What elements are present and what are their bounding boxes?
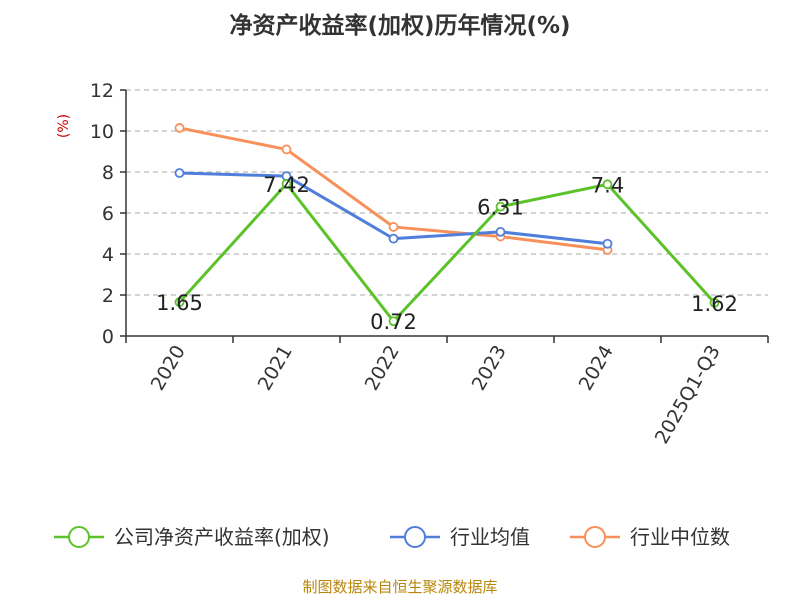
y-tick-label-6: 6 [102,203,114,225]
series-1-point-2023[interactable] [495,226,506,237]
data-labels: 1.65 7.42 0.72 6.31 7.4 1.62 [156,173,738,334]
data-label-2023: 6.31 [477,196,524,220]
series-2-point-2022[interactable] [388,222,399,232]
y-tick-label-8: 8 [102,162,114,184]
x-tick-label-2022: 2022 [361,342,404,395]
legend-label-1: 行业均值 [450,525,530,549]
series-group [174,123,720,327]
y-tick-label-12: 12 [90,80,114,102]
data-label-2020: 1.65 [156,291,203,315]
legend-item-1[interactable]: 行业均值 [390,525,530,549]
legend-swatch-marker-0 [68,526,90,548]
series-0-point-2022[interactable] [388,316,399,327]
y-tick-label-2: 2 [102,285,114,307]
legend-swatch-marker-1 [404,526,426,548]
data-label-2025Q1-Q3: 1.62 [691,292,738,316]
y-tick-label-4: 4 [102,244,114,266]
axes: 0 2 4 6 8 10 12 2020 2021 2022 2023 2024 2025Q1-Q3 [90,80,769,448]
legend-item-2[interactable]: 行业中位数 [570,525,730,549]
series-0-point-2025Q1-Q3[interactable] [709,297,720,308]
y-axis-label: (%) [56,114,72,138]
legend-label-2: 行业中位数 [630,525,730,549]
legend-swatch-marker-2 [584,526,606,548]
data-label-2021: 7.42 [263,173,310,197]
series-0-point-2023[interactable] [495,201,506,212]
legend-item-0[interactable]: 公司净资产收益率(加权) [54,525,330,549]
x-tick-label-2021: 2021 [254,342,297,395]
y-tick-label-0: 0 [102,326,114,348]
series-0-point-2024[interactable] [602,179,613,190]
series-0-point-2021[interactable] [281,178,292,189]
series-1-point-2022[interactable] [388,233,399,244]
series-1-point-2024[interactable] [602,238,613,249]
x-tick-label-2025Q1-Q3: 2025Q1-Q3 [651,342,725,448]
legend-label-0: 公司净资产收益率(加权) [114,525,330,549]
series-2-point-2021[interactable] [281,144,292,155]
y-tick-label-10: 10 [90,121,114,143]
x-tick-label-2024: 2024 [575,342,618,395]
series-2-point-2020[interactable] [174,123,185,133]
series-line-0 [178,182,716,323]
x-tick-label-2020: 2020 [147,342,190,395]
legend[interactable]: 公司净资产收益率(加权) 行业均值 行业中位数 [54,525,730,549]
series-0-point-2020[interactable] [174,297,185,308]
grid-lines [126,89,768,296]
series-1-point-2020[interactable] [174,168,185,178]
chart-title: 净资产收益率(加权)历年情况(%) [229,12,570,39]
data-label-2022: 0.72 [370,310,417,334]
x-tick-label-2023: 2023 [468,342,511,395]
source-note: 制图数据来自恒生聚源数据库 [302,578,497,596]
data-label-2024: 7.4 [591,173,624,197]
